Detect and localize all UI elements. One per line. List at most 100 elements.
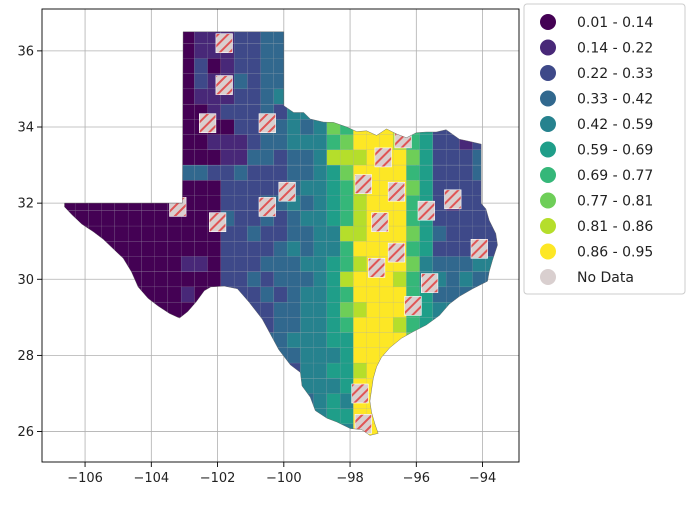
county-cell [180, 256, 195, 272]
county-cell [353, 149, 367, 166]
x-tick-label: −106 [67, 471, 103, 486]
county-cell [459, 225, 473, 242]
county-cell [88, 210, 102, 227]
county-cell [273, 271, 288, 288]
county-cell [286, 164, 301, 181]
county-cell [313, 134, 328, 150]
county-cell [233, 58, 248, 74]
x-tick-label: −102 [200, 471, 236, 486]
legend-label: 0.69 - 0.77 [577, 168, 653, 184]
county-cell [392, 164, 407, 181]
no-data-county [351, 383, 369, 404]
x-tick-label: −94 [469, 471, 496, 486]
county-cell [459, 271, 473, 288]
county-cell [300, 301, 314, 318]
county-cell [273, 225, 288, 242]
county-cell [392, 271, 407, 288]
legend: 0.01 - 0.14 0.14 - 0.22 0.22 - 0.33 0.33 - … [523, 3, 686, 295]
county-cell [220, 149, 235, 166]
county-cell [194, 43, 208, 59]
county-cell [180, 149, 195, 166]
county-cell [233, 104, 248, 120]
county-cell [313, 317, 328, 333]
county-cell [194, 271, 208, 288]
county-cell [194, 164, 208, 181]
county-cell [326, 378, 341, 394]
county-cell [233, 241, 248, 257]
legend-label: 0.86 - 0.95 [577, 245, 653, 261]
county-cell [313, 362, 328, 379]
county-cell [207, 149, 222, 166]
county-cell [207, 134, 222, 150]
no-data-county [404, 296, 422, 316]
county-cell [220, 241, 235, 257]
county-cell [300, 180, 314, 196]
county-cell [260, 43, 275, 59]
legend-label: 0.81 - 0.86 [577, 219, 653, 235]
y-tick-label: 32 [17, 197, 34, 212]
county-cell [326, 286, 341, 303]
county-cell [392, 149, 407, 166]
county-cell [419, 180, 434, 196]
no-data-county [215, 75, 233, 95]
county-cell [260, 180, 275, 196]
no-data-county [367, 257, 386, 278]
county-cell [326, 362, 341, 379]
county-cell [286, 332, 301, 348]
county-cell [154, 256, 169, 272]
county-cell [286, 286, 301, 303]
county-cell [220, 195, 235, 211]
county-cell [247, 241, 261, 257]
county-cell [406, 225, 420, 242]
county-cell [313, 241, 328, 257]
county-cell [194, 149, 208, 166]
county-cell [300, 286, 314, 303]
no-data-county [354, 174, 372, 194]
county-cell [339, 241, 354, 257]
county-cell [313, 347, 328, 364]
legend-label: 0.33 - 0.42 [577, 92, 653, 108]
county-cell [419, 256, 434, 272]
county-cell [313, 164, 328, 181]
county-cell [353, 347, 367, 364]
legend-label: 0.14 - 0.22 [577, 41, 653, 57]
county-cell [247, 256, 261, 272]
county-cell [260, 256, 275, 272]
county-cell [300, 332, 314, 348]
county-cell [233, 88, 248, 105]
county-cell [260, 301, 275, 318]
county-cell [194, 134, 208, 150]
county-cell [247, 225, 261, 242]
county-cell [247, 180, 261, 196]
county-cell [260, 271, 275, 288]
county-cell [114, 210, 129, 227]
county-cell [141, 241, 155, 257]
county-cell [141, 210, 155, 227]
county-cell [326, 393, 341, 409]
county-cell [339, 149, 354, 166]
county-cell [366, 301, 381, 318]
county-cell [313, 271, 328, 288]
county-cell [220, 104, 235, 120]
county-cell [167, 271, 182, 288]
county-cell [300, 149, 314, 166]
county-cell [392, 317, 407, 333]
county-cell [379, 286, 394, 303]
county-cell [339, 332, 354, 348]
county-cell [180, 286, 195, 303]
county-cell [233, 195, 248, 211]
county-cell [260, 73, 275, 90]
county-cell [432, 164, 447, 181]
county-cell [419, 134, 434, 150]
county-cell [273, 241, 288, 257]
county-cell [326, 210, 341, 227]
county-cell [180, 119, 195, 135]
county-cell [472, 225, 487, 242]
county-cell [286, 271, 301, 288]
county-cell [300, 164, 314, 181]
county-cell [353, 241, 367, 257]
county-cell [207, 164, 222, 181]
county-cell [326, 317, 341, 333]
county-cell [247, 286, 261, 303]
county-cell [141, 256, 155, 272]
